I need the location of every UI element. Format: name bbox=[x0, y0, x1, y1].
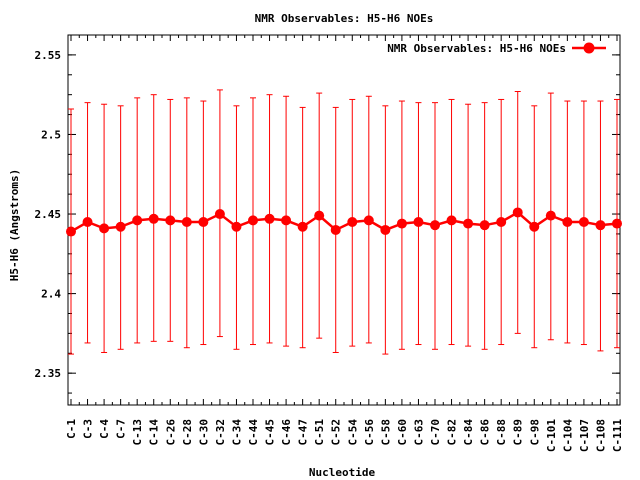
data-point bbox=[82, 216, 93, 227]
data-point bbox=[463, 218, 474, 229]
data-point bbox=[264, 213, 275, 224]
y-tick-label: 2.5 bbox=[41, 128, 61, 141]
x-tick-label: C-107 bbox=[578, 419, 591, 452]
legend-label: NMR Observables: H5-H6 NOEs bbox=[387, 42, 566, 55]
data-point bbox=[529, 221, 540, 232]
x-tick-label: C-84 bbox=[462, 419, 475, 446]
x-tick-label: C-104 bbox=[561, 419, 574, 452]
data-point bbox=[595, 220, 606, 231]
y-tick-label: 2.55 bbox=[35, 49, 62, 62]
x-tick-label: C-32 bbox=[214, 419, 227, 446]
data-point bbox=[165, 215, 176, 226]
x-tick-label: C-52 bbox=[330, 419, 343, 446]
y-axis-label: H5-H6 (Angstroms) bbox=[8, 169, 21, 282]
x-tick-label: C-3 bbox=[82, 419, 95, 439]
data-point bbox=[132, 215, 143, 226]
data-point bbox=[214, 209, 225, 220]
data-point bbox=[612, 218, 622, 229]
x-tick-label: C-46 bbox=[280, 419, 293, 446]
x-tick-label: C-1 bbox=[65, 419, 78, 439]
x-tick-label: C-44 bbox=[247, 419, 260, 446]
y-tick-label: 2.35 bbox=[35, 367, 62, 380]
x-tick-label: C-4 bbox=[98, 419, 111, 439]
data-point bbox=[148, 213, 159, 224]
data-point bbox=[297, 221, 308, 232]
data-point bbox=[115, 221, 126, 232]
data-point bbox=[181, 216, 192, 227]
x-tick-label: C-14 bbox=[148, 419, 161, 446]
y-tick-label: 2.45 bbox=[35, 208, 62, 221]
x-tick-label: C-58 bbox=[379, 419, 392, 446]
x-tick-label: C-101 bbox=[545, 419, 558, 452]
data-point bbox=[413, 216, 424, 227]
data-point bbox=[562, 216, 573, 227]
x-tick-label: C-26 bbox=[164, 419, 177, 446]
data-point bbox=[479, 220, 490, 231]
x-tick-label: C-47 bbox=[297, 419, 310, 446]
data-point bbox=[512, 207, 523, 218]
x-tick-label: C-63 bbox=[412, 419, 425, 446]
data-point bbox=[545, 210, 556, 221]
x-tick-label: C-13 bbox=[131, 419, 144, 446]
x-tick-label: C-98 bbox=[528, 419, 541, 446]
x-tick-label: C-82 bbox=[446, 419, 459, 446]
legend-marker bbox=[583, 42, 595, 54]
data-points bbox=[66, 207, 622, 237]
data-point bbox=[446, 215, 457, 226]
data-point bbox=[281, 215, 292, 226]
data-point bbox=[248, 215, 258, 226]
data-point bbox=[396, 218, 407, 229]
data-point bbox=[430, 220, 440, 231]
x-axis-label: Nucleotide bbox=[309, 466, 376, 479]
data-point bbox=[380, 224, 391, 235]
x-tick-label: C-7 bbox=[115, 419, 128, 439]
x-tick-label: C-111 bbox=[611, 419, 624, 452]
x-axis: C-1 C-3 C-4 C-7 C-13 C-14 C-26 C-28 C-30 C-32 C-34… bbox=[65, 35, 624, 452]
data-point bbox=[66, 226, 76, 237]
x-tick-label: C-54 bbox=[346, 419, 359, 446]
data-point bbox=[99, 223, 110, 234]
x-tick-label: C-34 bbox=[230, 419, 243, 446]
data-point bbox=[314, 210, 325, 221]
data-point bbox=[347, 216, 358, 227]
x-tick-label: C-88 bbox=[495, 419, 508, 446]
x-tick-label: C-89 bbox=[512, 419, 525, 446]
legend: NMR Observables: H5-H6 NOEs bbox=[387, 42, 606, 55]
series-polyline bbox=[70, 210, 618, 233]
data-point bbox=[496, 216, 507, 227]
x-tick-label: C-30 bbox=[197, 419, 210, 446]
series-line bbox=[70, 210, 618, 233]
x-tick-label: C-60 bbox=[396, 419, 409, 446]
x-tick-label: C-28 bbox=[181, 419, 194, 446]
data-point bbox=[578, 216, 589, 227]
x-tick-label: C-51 bbox=[313, 419, 326, 446]
y-axis: 2.35 2.4 2.45 2.5 2.55 bbox=[35, 49, 620, 394]
x-tick-label: C-45 bbox=[264, 419, 277, 446]
data-point bbox=[330, 224, 341, 235]
data-point bbox=[231, 221, 242, 232]
x-tick-label: C-56 bbox=[363, 419, 376, 446]
x-tick-label: C-86 bbox=[479, 419, 492, 446]
data-point bbox=[198, 216, 209, 227]
x-tick-label: C-108 bbox=[594, 419, 607, 452]
chart-title: NMR Observables: H5-H6 NOEs bbox=[255, 12, 434, 25]
y-tick-label: 2.4 bbox=[41, 288, 61, 301]
x-tick-label: C-70 bbox=[429, 419, 442, 446]
data-point bbox=[363, 215, 374, 226]
